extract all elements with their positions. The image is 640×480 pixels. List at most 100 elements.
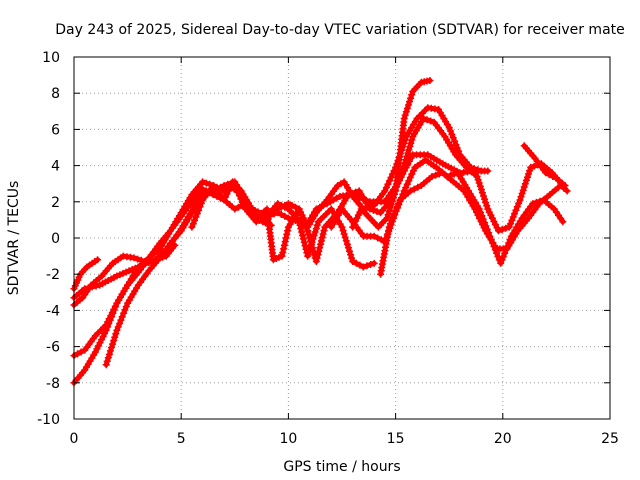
data-point <box>104 354 112 362</box>
data-point <box>278 252 286 260</box>
data-point <box>484 167 492 175</box>
data-point <box>338 223 346 231</box>
data-point <box>282 234 290 242</box>
data-point <box>420 115 427 122</box>
data-point <box>402 108 410 116</box>
data-point <box>346 247 353 255</box>
data-point <box>509 213 517 221</box>
data-point <box>502 224 510 232</box>
data-point <box>367 261 375 268</box>
data-point <box>402 156 410 164</box>
data-point <box>274 209 282 217</box>
data-point <box>373 208 381 215</box>
data-point <box>542 169 550 177</box>
data-point <box>312 258 320 265</box>
data-point <box>561 182 569 190</box>
data-point <box>191 216 199 224</box>
y-tick-labels: -10 -8 -6 -4 -2 0 2 4 6 8 10 <box>37 50 60 428</box>
data-point <box>316 244 324 252</box>
data-point <box>120 309 128 317</box>
data-point <box>474 166 482 174</box>
data-point <box>498 256 506 264</box>
data-point <box>195 206 203 214</box>
data-point <box>304 227 312 235</box>
data-point <box>119 269 127 277</box>
data-point <box>313 221 321 229</box>
data-point <box>94 256 102 264</box>
data-point <box>319 230 327 238</box>
data-point <box>270 210 278 218</box>
data-point <box>384 211 392 219</box>
data-point <box>404 149 412 157</box>
data-point <box>344 191 352 199</box>
data-point <box>105 350 113 358</box>
data-point <box>407 94 415 102</box>
y-tick-label: 10 <box>42 50 60 66</box>
data-point <box>428 173 436 180</box>
data-point <box>391 190 398 198</box>
data-point <box>477 218 485 225</box>
y-tick-label: 6 <box>51 122 60 138</box>
data-point <box>267 211 274 219</box>
data-point <box>481 195 489 203</box>
data-point <box>171 241 179 249</box>
x-tick-label: 5 <box>177 431 186 447</box>
data-point <box>284 214 292 222</box>
y-tick-label: 2 <box>51 195 60 211</box>
data-point <box>401 111 409 119</box>
data-point <box>386 177 393 185</box>
data-point <box>526 167 534 175</box>
data-point <box>401 159 409 167</box>
data-point <box>298 211 306 219</box>
data-point <box>449 134 457 142</box>
data-point <box>296 208 304 216</box>
grid <box>74 57 610 419</box>
data-point <box>402 184 410 192</box>
data-point <box>374 234 382 242</box>
data-point <box>493 224 501 232</box>
data-point <box>515 199 523 207</box>
data-point <box>495 227 502 235</box>
data-point <box>497 259 505 267</box>
data-point <box>448 130 456 138</box>
data-point <box>381 187 389 195</box>
y-tick-label: 4 <box>51 159 60 175</box>
data-point <box>112 330 120 338</box>
data-point <box>299 214 307 222</box>
data-point <box>340 230 348 238</box>
data-point <box>480 224 488 232</box>
data-point <box>387 201 395 208</box>
data-point <box>298 228 306 236</box>
data-point <box>292 217 299 224</box>
data-point <box>114 323 122 331</box>
data-point <box>366 205 374 213</box>
data-point <box>117 316 125 324</box>
data-point <box>77 348 85 356</box>
data-point <box>256 210 264 218</box>
data-point <box>445 124 453 132</box>
data-point <box>363 262 371 270</box>
data-point <box>342 237 350 245</box>
data-point <box>403 104 411 112</box>
data-point <box>288 215 296 223</box>
data-point <box>137 256 145 264</box>
data-point <box>407 187 415 195</box>
data-point <box>312 225 320 233</box>
data-point <box>474 211 482 219</box>
data-point <box>563 187 571 195</box>
data-point <box>559 218 567 226</box>
data-point <box>105 320 113 327</box>
data-point <box>410 185 418 193</box>
data-point <box>517 193 525 201</box>
data-point <box>310 232 318 239</box>
data-point <box>516 196 524 204</box>
data-point <box>339 227 347 235</box>
data-point <box>93 345 101 353</box>
data-point <box>452 141 460 149</box>
data-point <box>307 242 315 250</box>
data-point <box>499 253 507 261</box>
data-point <box>122 303 130 311</box>
data-point <box>116 320 124 327</box>
data-point <box>318 234 326 241</box>
